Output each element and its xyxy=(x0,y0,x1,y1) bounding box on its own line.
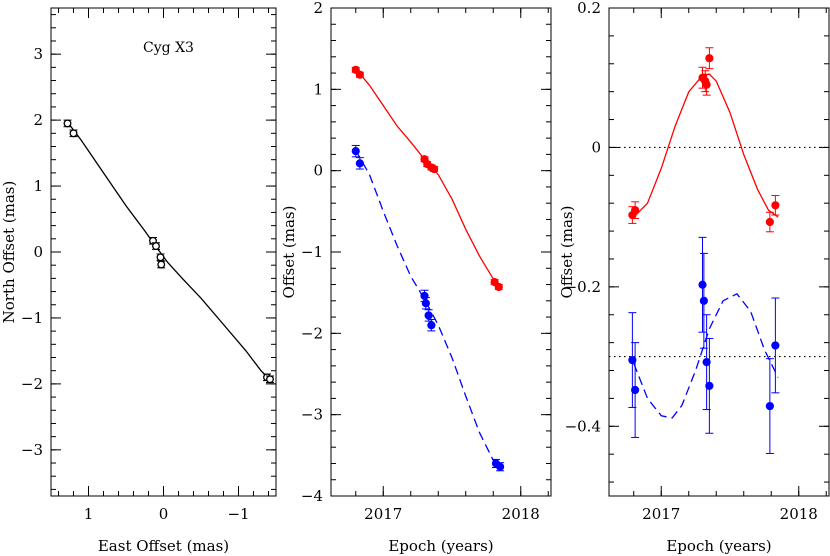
x-axis-label: East Offset (mas) xyxy=(98,537,229,555)
data-point xyxy=(702,358,711,367)
y-tick-label: −1 xyxy=(301,243,323,261)
y-axis-label: North Offset (mas) xyxy=(0,181,18,324)
panel-right: 2017 2018 −0.4 −0.2 0 0.2 Epoch (years) Offset … xyxy=(558,0,830,555)
data-point xyxy=(765,217,774,227)
data-point xyxy=(628,355,637,365)
data-point xyxy=(699,296,708,305)
series-1-fit-curve xyxy=(355,149,502,469)
y-tick-label: −4 xyxy=(301,487,323,505)
data-point xyxy=(351,147,360,156)
data-point xyxy=(496,462,505,471)
data-point xyxy=(698,280,707,289)
data-point xyxy=(266,375,274,384)
data-point xyxy=(771,341,780,350)
data-point xyxy=(705,54,714,63)
x-tick-label: 1 xyxy=(84,505,94,523)
data-point xyxy=(494,282,503,292)
data-point xyxy=(765,401,774,411)
data-point xyxy=(355,70,364,79)
y-tick-label: −2 xyxy=(21,375,43,393)
y-axis-label: Offset (mas) xyxy=(558,206,576,299)
y-tick-label: 0 xyxy=(313,162,323,180)
data-point xyxy=(157,260,166,269)
data-point xyxy=(420,291,429,301)
y-tick-label: −0.2 xyxy=(565,278,601,296)
y-tick-label: 1 xyxy=(33,177,43,195)
series-1-fit-curve xyxy=(633,292,779,419)
data-point xyxy=(156,253,165,262)
x-tick-label: 2018 xyxy=(502,505,540,523)
x-tick-label: 0 xyxy=(159,505,169,523)
data-point xyxy=(421,299,430,308)
plot-frame xyxy=(608,7,830,497)
series-0-fit-curve xyxy=(355,68,501,289)
data-point xyxy=(427,321,436,330)
y-tick-label: 2 xyxy=(33,111,43,129)
data-point xyxy=(771,201,780,210)
panel-annotation: Cyg X3 xyxy=(143,40,194,56)
data-point xyxy=(631,385,640,395)
data-point xyxy=(702,80,711,89)
y-tick-label: −3 xyxy=(21,441,43,459)
data-point xyxy=(355,159,364,168)
x-axis-label: Epoch (years) xyxy=(666,537,771,555)
y-tick-label: −1 xyxy=(21,309,43,327)
y-tick-label: −2 xyxy=(301,324,323,342)
plot-frame xyxy=(330,7,552,497)
plot-frame xyxy=(50,7,277,497)
panel-left: 1 0 −1 −3 −2 −1 0 1 2 3 East Offset (mas) North Off… xyxy=(0,7,277,555)
series-fit-curve xyxy=(66,121,273,383)
panel-middle: 2017 2018 −4 −3 −2 −1 0 1 2 Epoch (years) Offset (… xyxy=(280,0,552,555)
y-tick-label: 3 xyxy=(33,45,43,63)
y-tick-label: 1 xyxy=(313,80,323,98)
x-tick-label: 2017 xyxy=(364,505,402,523)
data-point xyxy=(63,119,72,128)
x-tick-label: −1 xyxy=(227,505,249,523)
data-point xyxy=(69,129,78,138)
y-tick-label: 2 xyxy=(313,0,323,17)
x-tick-label: 2017 xyxy=(642,505,680,523)
y-axis-label: Offset (mas) xyxy=(280,206,298,299)
x-tick-label: 2018 xyxy=(780,505,818,523)
y-tick-label: −0.4 xyxy=(565,417,601,435)
data-point xyxy=(705,381,714,390)
data-point xyxy=(424,311,433,320)
y-tick-label: 0.2 xyxy=(577,0,601,17)
data-point xyxy=(430,164,439,174)
data-point xyxy=(152,242,160,251)
y-tick-label: 0 xyxy=(33,243,43,261)
y-tick-label: −3 xyxy=(301,406,323,424)
y-tick-label: 0 xyxy=(591,138,601,156)
x-axis-label: Epoch (years) xyxy=(388,537,493,555)
data-point xyxy=(631,206,640,215)
